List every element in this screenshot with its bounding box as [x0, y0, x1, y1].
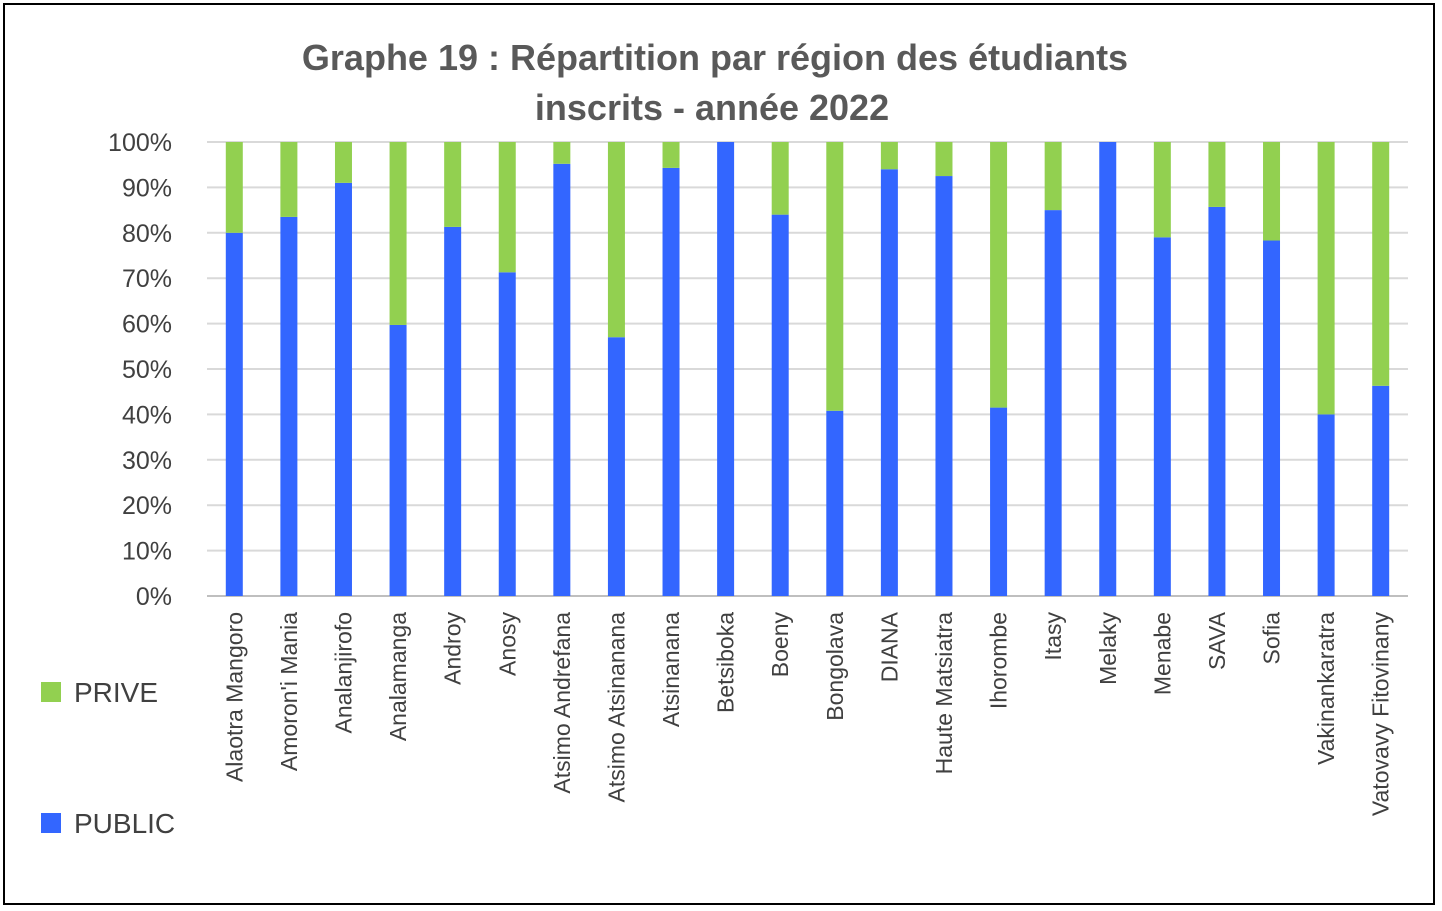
- y-tick-label: 20%: [122, 492, 172, 520]
- legend-label-public: PUBLIC: [74, 808, 175, 839]
- bar-public: [1153, 237, 1171, 596]
- x-category-label: Amoron'i Mania: [276, 612, 302, 771]
- x-category-label: Sofia: [1259, 612, 1285, 665]
- bar-prive: [990, 142, 1008, 408]
- y-tick-label: 10%: [122, 538, 172, 566]
- bar-prive: [880, 142, 898, 170]
- bar-prive: [1263, 142, 1281, 241]
- y-tick-label: 0%: [136, 583, 172, 611]
- y-tick-label: 100%: [108, 129, 172, 157]
- bar-public: [1372, 385, 1390, 596]
- x-category-label: Melaky: [1095, 612, 1121, 685]
- legend-swatch-public: [41, 813, 61, 833]
- bar-public: [607, 337, 625, 596]
- bar-public: [1263, 240, 1281, 596]
- x-category-label: DIANA: [876, 611, 902, 682]
- bar-prive: [935, 142, 953, 177]
- bar-public: [280, 216, 298, 596]
- x-category-label: Menabe: [1149, 612, 1175, 695]
- y-tick-label: 50%: [122, 356, 172, 384]
- bar-public: [662, 167, 680, 597]
- bar-prive: [607, 142, 625, 338]
- x-category-label: Ihorombe: [986, 612, 1012, 709]
- bar-prive: [1317, 142, 1335, 415]
- x-category-label: Vatovavy Fitovinany: [1368, 612, 1394, 817]
- bar-prive: [389, 142, 407, 325]
- bar-prive: [280, 142, 298, 217]
- chart-title-line-2: inscrits - année 2022: [535, 87, 889, 128]
- bar-prive: [771, 142, 789, 215]
- bar-public: [1208, 206, 1226, 596]
- legend: PRIVE PUBLIC: [41, 677, 175, 839]
- x-category-label: Alaotra Mangoro: [221, 612, 247, 782]
- bar-public: [225, 232, 243, 597]
- bar-prive: [334, 142, 352, 183]
- x-category-label: Boeny: [767, 612, 793, 678]
- y-tick-label: 30%: [122, 447, 172, 475]
- bars: [225, 142, 1390, 597]
- gridlines: [207, 141, 1408, 597]
- chart-title-line-1: Graphe 19 : Répartition par région des é…: [302, 37, 1128, 78]
- x-category-label: Anosy: [494, 612, 520, 676]
- x-category-label: SAVA: [1204, 611, 1230, 670]
- bar-public: [826, 410, 844, 596]
- bar-prive: [225, 142, 243, 233]
- x-category-label: Atsimo Andrefana: [549, 612, 575, 794]
- y-tick-label: 90%: [122, 174, 172, 202]
- x-category-label: Betsiboka: [713, 612, 739, 713]
- chart-title: Graphe 19 : Répartition par région des é…: [302, 37, 1128, 128]
- bar-public: [1317, 414, 1335, 596]
- y-tick-label: 70%: [122, 265, 172, 293]
- bar-public: [444, 226, 462, 596]
- bar-public: [553, 163, 571, 597]
- bar-public: [771, 214, 789, 596]
- bar-public: [935, 176, 953, 597]
- y-tick-label: 60%: [122, 311, 172, 339]
- legend-label-prive: PRIVE: [74, 677, 158, 708]
- x-category-label: Atsinanana: [658, 612, 684, 727]
- bar-public: [1044, 210, 1062, 596]
- bar-prive: [1153, 142, 1171, 238]
- x-category-label: Itasy: [1040, 612, 1066, 661]
- bar-prive: [826, 142, 844, 411]
- x-category-label: Atsimo Atsinanana: [603, 612, 629, 803]
- y-axis-tick-labels: 0% 10% 20% 30% 40% 50% 60% 70% 80% 90% 100%: [108, 129, 172, 611]
- bar-prive: [444, 142, 462, 227]
- bar-prive: [498, 142, 516, 273]
- bar-public: [717, 142, 735, 596]
- x-axis-category-labels: Alaotra Mangoro Amoron'i Mania Analanjirof…: [221, 611, 1393, 816]
- x-category-label: Vakinankaratra: [1313, 612, 1339, 765]
- bar-public: [334, 182, 352, 597]
- legend-swatch-prive: [41, 682, 61, 702]
- bar-prive: [1208, 142, 1226, 207]
- bar-public: [498, 272, 516, 596]
- x-category-label: Analamanga: [385, 612, 411, 741]
- bar-public: [389, 324, 407, 596]
- bar-public: [880, 169, 898, 597]
- bar-prive: [662, 142, 680, 168]
- bar-prive: [1044, 142, 1062, 211]
- bar-prive: [1372, 142, 1390, 386]
- x-category-label: Bongolava: [822, 612, 848, 721]
- bar-public: [1099, 142, 1117, 596]
- y-tick-label: 40%: [122, 401, 172, 429]
- x-category-label: Haute Matsiatra: [931, 612, 957, 775]
- y-tick-label: 80%: [122, 220, 172, 248]
- bar-public: [990, 407, 1008, 596]
- x-category-label: Analanjirofo: [330, 612, 356, 733]
- bar-prive: [553, 142, 571, 164]
- x-category-label: Androy: [440, 612, 466, 685]
